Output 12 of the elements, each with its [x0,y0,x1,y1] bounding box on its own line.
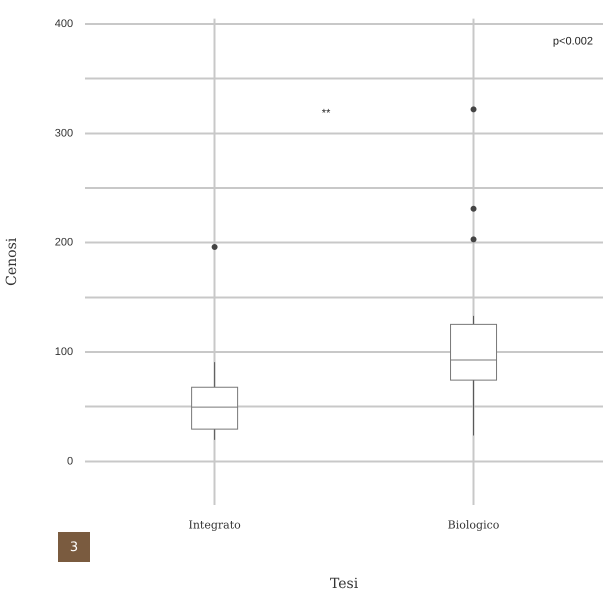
y-tick-label: 300 [54,127,74,140]
y-tick-label: 400 [54,18,74,30]
number-badge: 3 [58,532,90,562]
y-tick-label: 100 [54,346,74,358]
y-tick-label: 0 [67,455,74,468]
y-tick-label: 200 [54,236,74,249]
x-tick-label: Biologico [448,518,500,532]
x-tick-label: Integrato [188,518,242,532]
x-axis-title: Tesi [330,576,359,592]
annotation: p<0.002 [552,36,593,48]
annotation: ** [322,108,332,120]
y-axis-title: Cenosi [4,237,20,286]
